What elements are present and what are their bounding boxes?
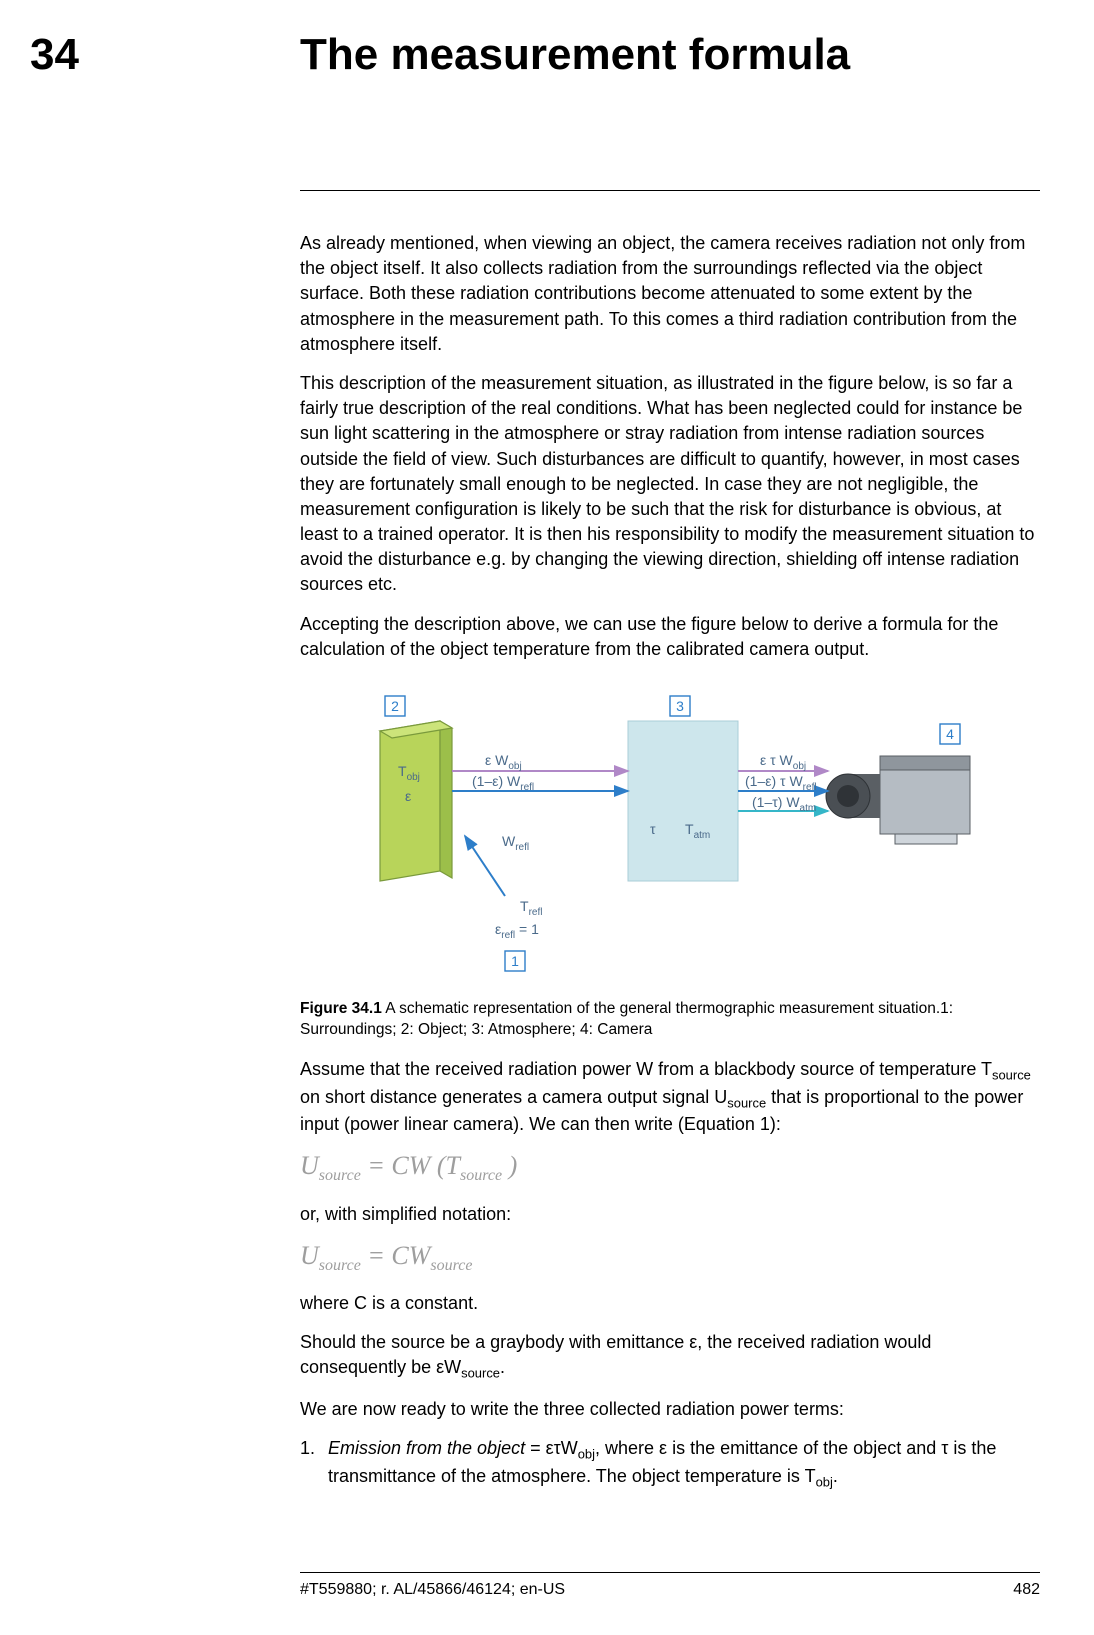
equation-2: Usource = CWsource [300,1241,1040,1275]
callout-3: 3 [676,698,684,714]
svg-text:ε: ε [405,788,411,804]
figure-34-1: 2 3 4 1 Tobj ε ε Wobj (1–ε) Wrefl Wrefl … [320,686,1040,981]
page-footer: #T559880; r. AL/45866/46124; en-US 482 [300,1572,1040,1599]
chapter-title: The measurement formula [300,30,1034,80]
callout-4: 4 [946,726,954,742]
svg-text:Trefl: Trefl [520,898,542,918]
paragraph-6: where C is a constant. [300,1291,1040,1316]
svg-text:εrefl = 1: εrefl = 1 [495,921,539,941]
paragraph-2: This description of the measurement situ… [300,371,1040,598]
object-slab [380,721,452,881]
callout-2: 2 [391,698,399,714]
figure-caption-text: A schematic representation of the genera… [300,1000,953,1038]
paragraph-3: Accepting the description above, we can … [300,612,1040,662]
chapter-number: 34 [30,30,300,80]
svg-text:ε Wobj: ε Wobj [485,752,522,772]
equation-1: Usource = CW (Tsource ) [300,1151,1040,1185]
list-item-1: 1. Emission from the object = ετWobj, wh… [300,1436,1040,1491]
svg-text:ε τ Wobj: ε τ Wobj [760,752,806,772]
figure-caption: Figure 34.1 A schematic representation o… [300,999,1040,1041]
svg-text:τ: τ [650,821,656,837]
paragraph-4: Assume that the received radiation power… [300,1057,1040,1138]
paragraph-5: or, with simplified notation: [300,1202,1040,1227]
callout-1: 1 [511,953,519,969]
measurement-schematic-svg: 2 3 4 1 Tobj ε ε Wobj (1–ε) Wrefl Wrefl … [320,686,1000,976]
chapter-header: 34 The measurement formula [30,30,1034,80]
list-text: Emission from the object = ετWobj, where… [328,1436,1040,1491]
paragraph-7: Should the source be a graybody with emi… [300,1330,1040,1383]
footer-doc-id: #T559880; r. AL/45866/46124; en-US [300,1581,565,1599]
list-number: 1. [300,1436,328,1491]
camera-icon [826,756,970,844]
figure-caption-number: Figure 34.1 [300,1000,382,1017]
paragraph-8: We are now ready to write the three coll… [300,1397,1040,1422]
footer-page-number: 482 [1013,1581,1040,1599]
content-column: As already mentioned, when viewing an ob… [300,190,1040,1492]
paragraph-1: As already mentioned, when viewing an ob… [300,231,1040,357]
svg-text:Wrefl: Wrefl [502,833,529,853]
